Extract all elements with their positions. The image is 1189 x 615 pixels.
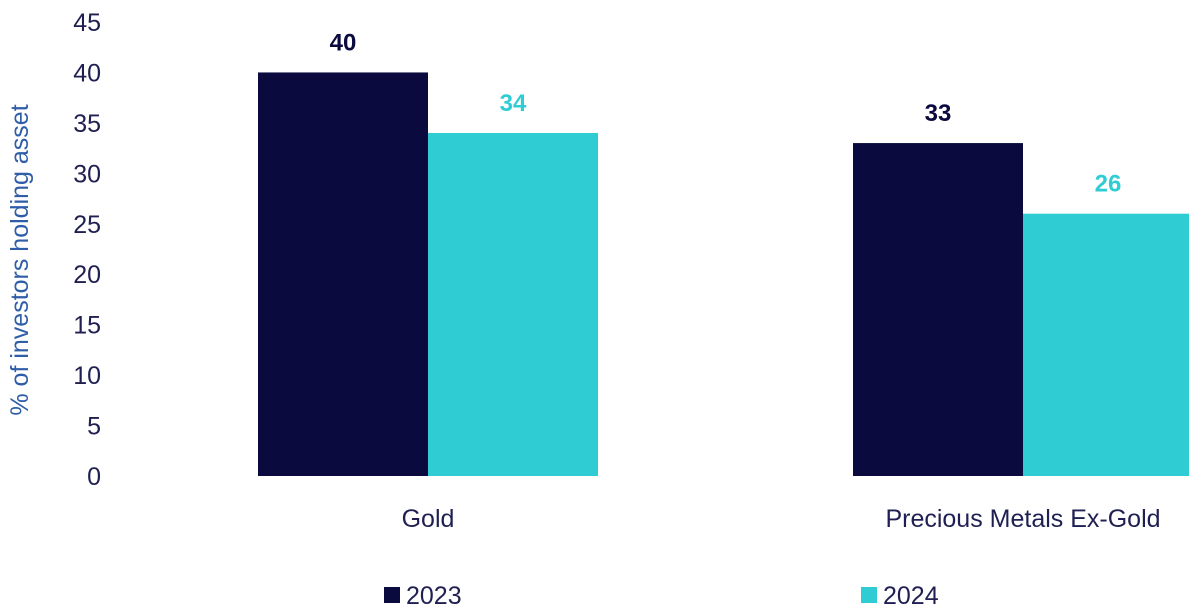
bar-2023-1 [853,143,1023,477]
y-axis-title: % of investors holding asset [6,104,34,415]
y-tick-label: 0 [87,463,101,491]
legend-swatch [861,587,877,603]
data-label: 26 [1095,171,1122,198]
bar-2024-0 [428,132,598,476]
y-axis-label-group: % of investors holding asset [6,104,34,415]
y-tick-label: 30 [73,160,101,188]
y-tick-label: 20 [73,261,101,289]
y-tick-label: 45 [73,9,101,37]
legend-label: 2023 [406,582,462,610]
y-tick-label: 25 [73,211,101,239]
y-axis-ticks: 0 5 10 15 20 25 30 35 40 45 [73,9,101,491]
bar-2023-0 [258,72,428,476]
y-tick-label: 40 [73,59,101,87]
data-label: 40 [330,29,357,56]
y-tick-label: 15 [73,312,101,340]
y-tick-label: 35 [73,110,101,138]
bars [258,72,1189,477]
data-label: 34 [500,90,527,117]
y-tick-label: 10 [73,362,101,390]
legend-item-2024: 2024 [861,582,939,610]
x-category-label: Precious Metals Ex-Gold [885,505,1160,533]
legend-label: 2024 [883,582,939,610]
legend-item-2023: 2023 [384,582,462,610]
legend: 2023 2024 [384,582,939,610]
legend-swatch [384,587,400,603]
x-category-label: Gold [402,505,455,533]
x-axis-labels: Gold Precious Metals Ex-Gold [402,505,1161,533]
data-labels: 40 34 33 26 [330,29,1122,197]
y-tick-label: 5 [87,413,101,441]
bar-2024-1 [1023,213,1189,476]
data-label: 33 [925,100,952,127]
